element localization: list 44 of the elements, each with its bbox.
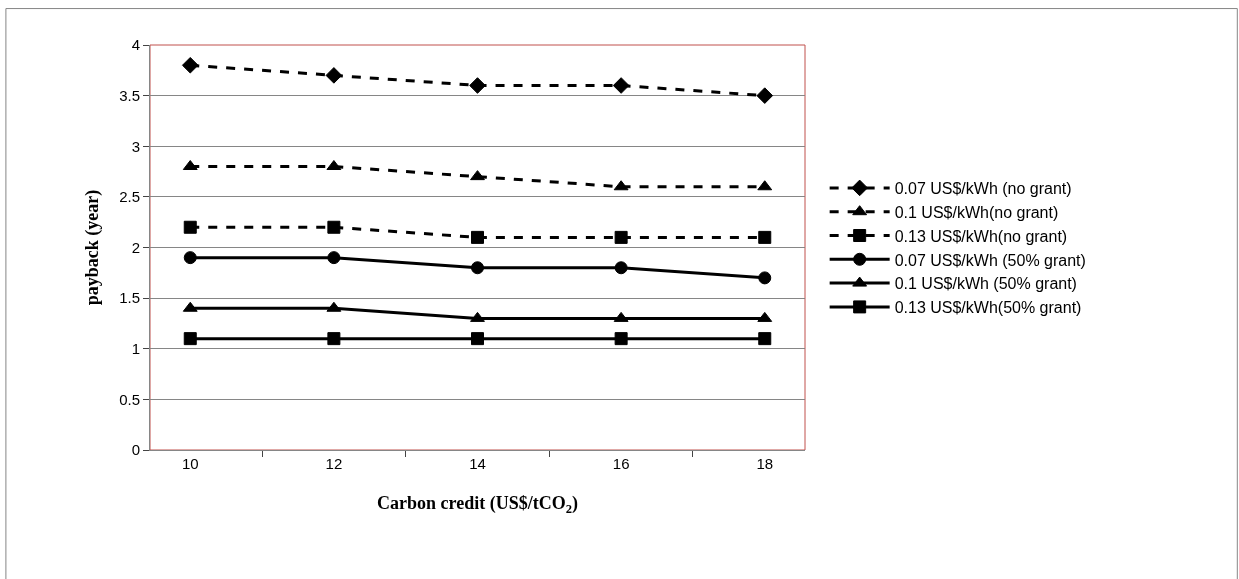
- point: [758, 332, 772, 346]
- point: [470, 170, 485, 181]
- y-axis-title: payback (year): [82, 189, 104, 306]
- point: [614, 261, 628, 275]
- point: [183, 220, 197, 234]
- y-tick-label: 0.5: [119, 390, 140, 408]
- point: [325, 67, 343, 84]
- legend-label: 0.13 US$/kWh(50% grant): [894, 299, 1082, 317]
- y-tick-label: 3.5: [119, 86, 140, 104]
- y-tick-label: 0: [131, 441, 140, 459]
- point: [614, 332, 628, 346]
- point: [327, 220, 341, 234]
- y-tick-label: 1: [131, 340, 140, 357]
- y-tick-label: 3: [131, 137, 140, 155]
- point: [471, 230, 484, 244]
- point: [612, 77, 630, 94]
- point: [181, 56, 199, 74]
- y-tick-label: 4: [131, 36, 140, 54]
- legend-label: 0.1 US$/kWh (50% grant): [894, 275, 1077, 293]
- point: [471, 332, 484, 346]
- x-tick-label: 16: [612, 455, 630, 472]
- y-tick-label: 1.5: [119, 289, 140, 307]
- point: [758, 271, 772, 285]
- point: [183, 251, 197, 265]
- y-tick-label: 2.5: [119, 188, 140, 206]
- point: [471, 261, 484, 275]
- point: [470, 311, 485, 322]
- point: [327, 251, 341, 265]
- point: [183, 332, 197, 346]
- x-axis-title: Carbon credit (US$/tCO$_{2}$): [377, 493, 578, 516]
- legend-label: 0.13 US$/kWh(no grant): [894, 227, 1068, 245]
- x-tick-label: 18: [756, 455, 774, 472]
- legend-label: 0.07 US$/kWh (50% grant): [894, 251, 1086, 269]
- x-tick-label: 12: [325, 455, 343, 472]
- point: [469, 77, 486, 94]
- y-tick-label: 2: [131, 238, 140, 256]
- point: [614, 230, 628, 244]
- point: [327, 332, 341, 346]
- x-tick-label: 14: [469, 455, 486, 472]
- legend-label: 0.07 US$/kWh (no grant): [894, 180, 1072, 198]
- legend-label: 0.1 US$/kWh(no grant): [894, 203, 1059, 221]
- point: [756, 87, 774, 104]
- x-tick-label: 10: [181, 455, 199, 472]
- point: [758, 230, 772, 244]
